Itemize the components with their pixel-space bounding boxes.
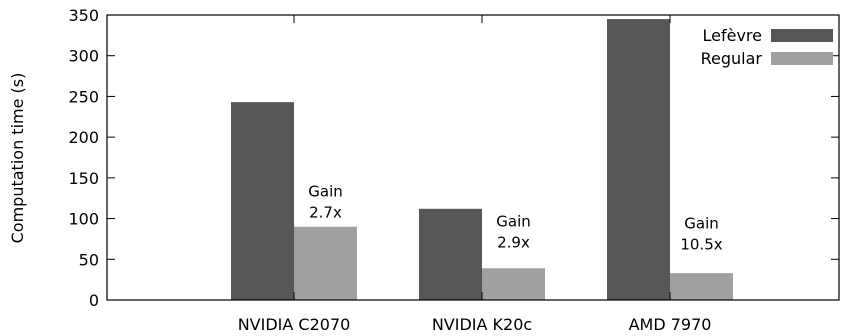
y-tick-label: 250 bbox=[68, 87, 99, 106]
plot-frame bbox=[106, 14, 840, 301]
bar-lef-vre-3 bbox=[607, 19, 670, 300]
annotations: Gain 2.7x Gain 2.9x Gain 10.5x bbox=[308, 183, 723, 254]
y-tick-label: 100 bbox=[68, 210, 99, 229]
legend: Lefèvre Regular bbox=[701, 26, 833, 68]
legend-swatch bbox=[771, 52, 833, 65]
legend-label: Regular bbox=[701, 49, 763, 68]
y-tick-label: 50 bbox=[79, 250, 99, 269]
bars-layer bbox=[231, 19, 733, 300]
x-category-label: AMD 7970 bbox=[629, 315, 712, 334]
gain-annotation: 2.7x bbox=[309, 204, 342, 222]
labels-layer: 0 50 100 150 200 250 300 350 NVIDIA C2070 NVIDIA … bbox=[68, 6, 711, 334]
gain-annotation: Gain bbox=[684, 214, 719, 232]
x-category-label: NVIDIA K20c bbox=[432, 315, 532, 334]
bar-regular-2 bbox=[482, 268, 545, 300]
legend-label: Lefèvre bbox=[703, 26, 763, 45]
ticks-layer bbox=[107, 14, 839, 301]
legend-swatch bbox=[771, 29, 833, 42]
gain-annotation: 10.5x bbox=[680, 235, 722, 253]
x-category-label: NVIDIA C2070 bbox=[238, 315, 351, 334]
y-axis-title: Computation time (s) bbox=[8, 73, 27, 244]
gain-annotation: 2.9x bbox=[497, 234, 530, 252]
y-tick-label: 300 bbox=[68, 47, 99, 66]
gain-annotation: Gain bbox=[308, 183, 343, 201]
bar-lef-vre-2 bbox=[419, 208, 482, 300]
bar-regular-3 bbox=[670, 273, 733, 300]
y-tick-label: 0 bbox=[89, 291, 99, 310]
bar-regular-1 bbox=[294, 226, 357, 300]
y-tick-label: 200 bbox=[68, 128, 99, 147]
y-tick-label: 350 bbox=[68, 6, 99, 25]
bar-lef-vre-1 bbox=[231, 102, 294, 300]
y-tick-label: 150 bbox=[68, 169, 99, 188]
gain-annotation: Gain bbox=[496, 213, 531, 231]
